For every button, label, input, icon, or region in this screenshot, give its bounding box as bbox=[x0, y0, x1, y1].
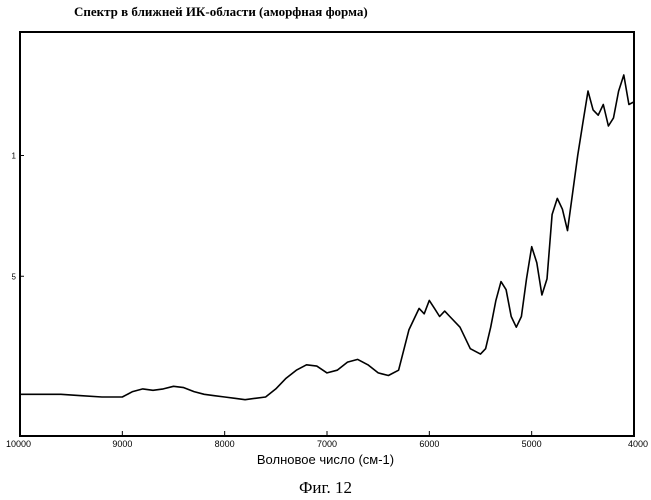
spectrum-series-line bbox=[20, 75, 634, 400]
y-tick-label: 1 bbox=[12, 152, 17, 161]
x-axis-label: Волновое число (см-1) bbox=[0, 452, 651, 467]
x-tick-label: 6000 bbox=[419, 439, 439, 449]
y-tick-label: 5 bbox=[12, 272, 17, 281]
x-tick-label: 9000 bbox=[112, 439, 132, 449]
figure-caption: Фиг. 12 bbox=[0, 478, 651, 498]
x-tick-label: 4000 bbox=[628, 439, 648, 449]
x-tick-label: 8000 bbox=[215, 439, 235, 449]
y-axis-ticks: 51 bbox=[12, 152, 24, 282]
x-tick-label: 7000 bbox=[317, 439, 337, 449]
x-tick-label: 5000 bbox=[522, 439, 542, 449]
plot-frame bbox=[20, 32, 634, 436]
x-tick-label: 10000 bbox=[6, 439, 31, 449]
x-axis-ticks: 10000 9000 8000 7000 6000 5000 4000 bbox=[6, 431, 648, 449]
